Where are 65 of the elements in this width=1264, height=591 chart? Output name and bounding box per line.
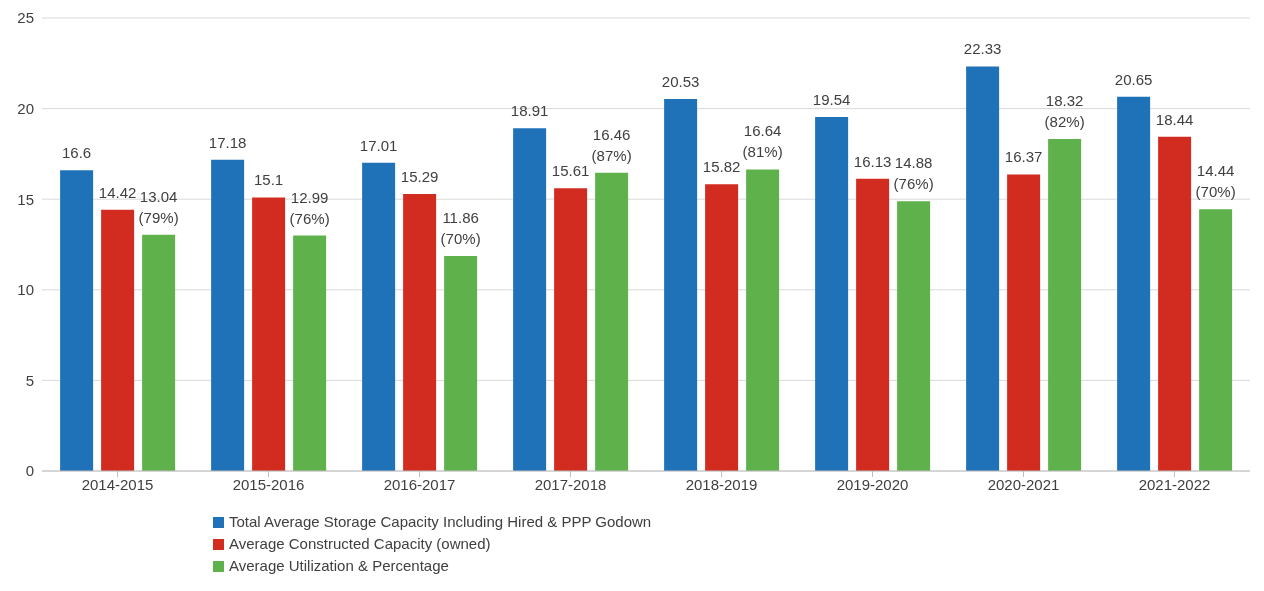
x-tick-label: 2014-2015: [81, 475, 154, 493]
x-tick-label: 2019-2020: [836, 475, 909, 493]
bar: [142, 234, 176, 471]
data-label: 12.99 (76%): [289, 188, 330, 227]
bar: [746, 169, 780, 471]
bar: [705, 184, 739, 471]
x-tick-label: 2020-2021: [987, 475, 1060, 493]
data-label: 14.42: [98, 183, 137, 201]
bar: [1199, 209, 1233, 471]
bar: [856, 178, 890, 471]
data-label: 14.44 (70%): [1195, 162, 1236, 201]
bar: [1117, 96, 1151, 471]
bar: [1048, 139, 1082, 471]
bar: [444, 256, 478, 471]
legend-label: Average Constructed Capacity (owned): [229, 534, 491, 554]
data-label: 16.64 (81%): [742, 122, 783, 161]
bar: [554, 188, 588, 471]
legend-label: Total Average Storage Capacity Including Hired & PPP Godown: [229, 512, 652, 532]
data-label: 18.32 (82%): [1044, 92, 1085, 131]
data-label: 15.29: [400, 167, 439, 185]
y-tick-label: 25: [17, 9, 34, 27]
bar: [403, 193, 437, 471]
y-tick-label: 10: [17, 281, 34, 299]
data-label: 17.01: [359, 136, 398, 154]
data-label: 16.46 (87%): [591, 125, 632, 164]
y-tick-label: 15: [17, 190, 34, 208]
x-tick-label: 2017-2018: [534, 475, 607, 493]
bar: [815, 116, 849, 471]
data-label: 16.6: [62, 144, 92, 162]
bar: [966, 66, 1000, 471]
y-tick-label: 5: [25, 371, 34, 389]
bar: [101, 209, 135, 471]
x-tick-label: 2018-2019: [685, 475, 758, 493]
data-label: 22.33: [963, 40, 1002, 58]
bar: [513, 128, 547, 471]
bar: [595, 172, 629, 471]
data-label: 14.88 (76%): [893, 154, 934, 193]
data-label: 17.18: [208, 133, 247, 151]
data-label: 19.54: [812, 90, 851, 108]
data-label: 16.37: [1004, 148, 1043, 166]
data-label: 18.44: [1155, 110, 1194, 128]
x-tick-label: 2021-2022: [1138, 475, 1211, 493]
bar: [1007, 174, 1041, 471]
legend-label: Average Utilization & Percentage: [229, 556, 449, 576]
y-tick-label: 20: [17, 99, 34, 117]
data-label: 13.04 (79%): [138, 187, 179, 226]
bar: [362, 162, 396, 471]
y-tick-label: 0: [25, 462, 34, 480]
bar: [1158, 136, 1192, 471]
bar: [897, 201, 931, 471]
data-label: 16.13: [853, 152, 892, 170]
x-tick-label: 2015-2016: [232, 475, 305, 493]
data-label: 15.82: [702, 158, 741, 176]
data-label: 11.86 (70%): [440, 209, 481, 248]
bar: [60, 170, 94, 471]
data-label: 20.65: [1114, 70, 1153, 88]
data-label: 15.61: [551, 162, 590, 180]
data-label: 15.1: [254, 171, 284, 189]
bar: [664, 99, 698, 471]
data-label: 20.53: [661, 73, 700, 90]
bar: [211, 159, 245, 471]
x-tick-label: 2016-2017: [383, 475, 456, 493]
bar: [293, 235, 327, 471]
data-label: 18.91: [510, 102, 549, 120]
bar: [252, 197, 286, 471]
